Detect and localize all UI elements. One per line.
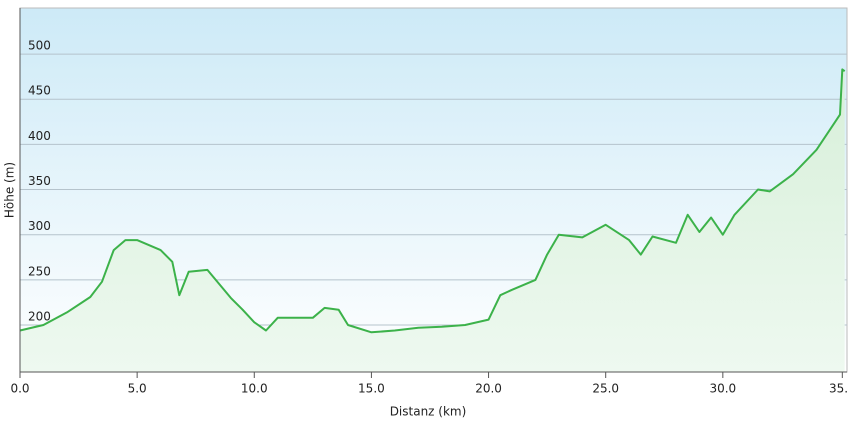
x-tick-label: 25.0: [592, 382, 619, 396]
x-tick-label: 35.1: [829, 382, 849, 396]
y-tick-label: 350: [28, 174, 51, 188]
area: [20, 69, 845, 373]
line: [19, 68, 846, 334]
x-tick-label: 5.0: [128, 382, 147, 396]
x-tick-label: 10.0: [241, 382, 268, 396]
y-axis-label: Höhe (m): [3, 162, 17, 218]
y-tick-label: 200: [28, 310, 51, 324]
x-tick-label: 20.0: [475, 382, 502, 396]
x-tick-label: 30.0: [709, 382, 736, 396]
y-tick-label: 250: [28, 264, 51, 278]
x-axis-label: Distanz (km): [390, 405, 467, 419]
x-tick-label: 15.0: [358, 382, 385, 396]
x-tick-label: 0.0: [10, 382, 29, 396]
y-tick-label: 450: [28, 84, 51, 98]
y-tick-label: 500: [28, 39, 51, 53]
y-tick-label: 400: [28, 129, 51, 143]
y-tick-label: 300: [28, 219, 51, 233]
